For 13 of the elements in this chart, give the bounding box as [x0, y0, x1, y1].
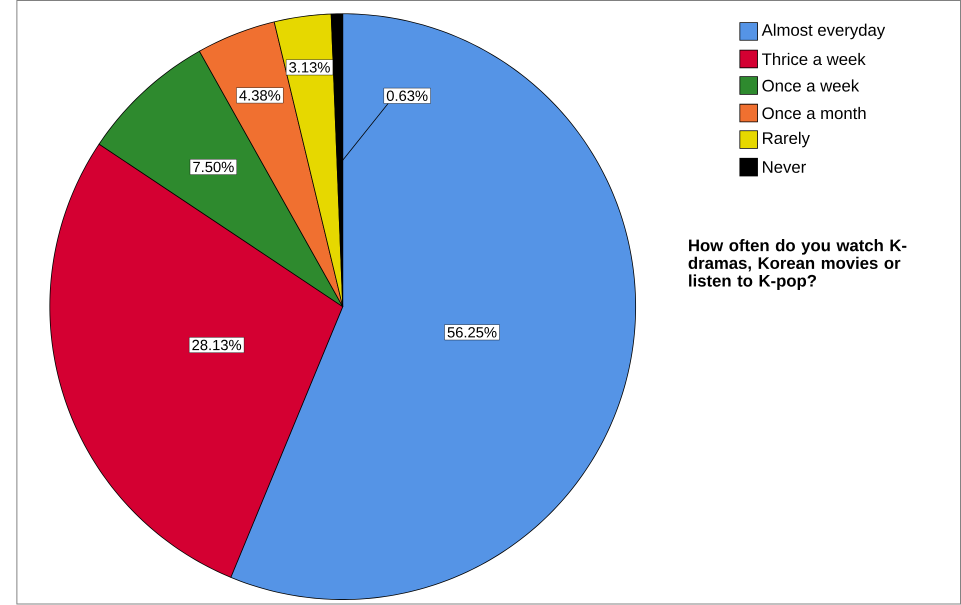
legend-label: Once a month	[762, 107, 866, 120]
legend-label: Never	[763, 162, 806, 174]
legend-label: Once a week	[762, 80, 860, 92]
data-label: 4.38%	[239, 90, 280, 101]
data-label: 3.13%	[289, 62, 330, 73]
data-label: 56.25%	[448, 327, 496, 338]
data-label: 28.13%	[192, 340, 242, 350]
data-label: 0.63%	[386, 90, 428, 102]
legend-title: How often do you watch K-dramas, Korean movies or listen to K-pop?	[688, 239, 906, 290]
data-label: 7.50%	[193, 162, 234, 172]
legend-label: Thrice a week	[762, 53, 866, 66]
legend-label: Almost everyday	[762, 24, 886, 40]
legend-label: Rarely	[763, 132, 810, 148]
